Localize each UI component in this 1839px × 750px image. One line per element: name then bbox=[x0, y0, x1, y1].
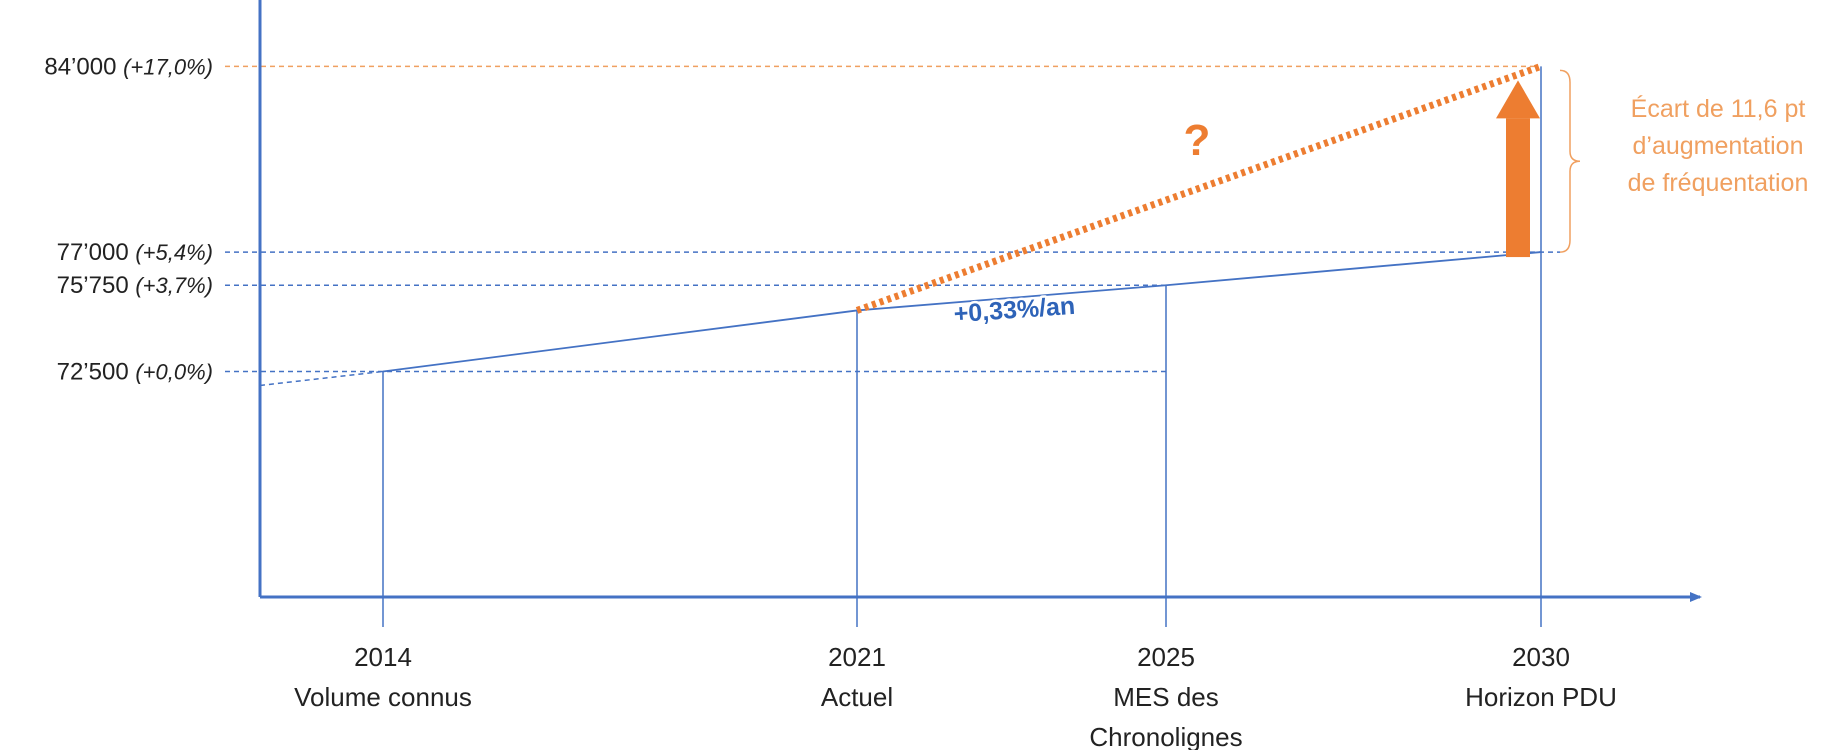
x-tick-line: MES des bbox=[1113, 682, 1219, 712]
y-tick-label: 72’500 (+0,0%) bbox=[57, 358, 213, 385]
y-tick-value: 84’000 bbox=[44, 53, 123, 80]
y-tick-pct: (+3,7%) bbox=[135, 273, 213, 298]
x-tick-line: 2021 bbox=[828, 642, 886, 672]
gap-arrow-head bbox=[1496, 80, 1540, 119]
x-tick-label: 2021 Actuel bbox=[821, 642, 893, 712]
y-tick-pct: (+0,0%) bbox=[135, 359, 213, 384]
x-tick-line: Horizon PDU bbox=[1465, 682, 1617, 712]
x-tick-line: Chronolignes bbox=[1089, 722, 1242, 750]
x-tick-label: 2025 MES des Chronolignes bbox=[1089, 642, 1242, 750]
guide-lines bbox=[225, 65, 1560, 597]
extrapolation-line bbox=[259, 370, 384, 387]
gap-arrow-shaft bbox=[1506, 118, 1530, 258]
gap-annotation-line: de fréquentation bbox=[1628, 169, 1809, 197]
x-tick-line: 2030 bbox=[1512, 642, 1570, 672]
y-tick-pct: (+5,4%) bbox=[135, 240, 213, 265]
x-tick-line: Actuel bbox=[821, 682, 893, 712]
y-tick-pct: (+17,0%) bbox=[123, 54, 213, 79]
growth-rate-label: +0,33%/an bbox=[953, 292, 1076, 328]
x-tick-line: 2014 bbox=[354, 642, 412, 672]
gap-annotation-line: Écart de 11,6 pt bbox=[1631, 94, 1806, 123]
y-tick-value: 72’500 bbox=[57, 358, 136, 385]
x-tick-label: 2014 Volume connus bbox=[294, 642, 472, 712]
series-line bbox=[855, 63, 1543, 314]
y-tick-label: 75’750 (+3,7%) bbox=[57, 272, 213, 299]
gap-annotation: Écart de 11,6 pt d’augmentation de fréquen… bbox=[1628, 94, 1809, 197]
y-tick-value: 75’750 bbox=[57, 272, 136, 299]
x-tick-label: 2030 Horizon PDU bbox=[1465, 642, 1617, 712]
question-mark: ? bbox=[1184, 116, 1211, 165]
y-tick-value: 77’000 bbox=[57, 239, 136, 266]
x-tick-line: Volume connus bbox=[294, 682, 472, 712]
x-tick-line: 2025 bbox=[1137, 642, 1195, 672]
axis-labels: 84’000 (+17,0%) 77’000 (+5,4%) 75’750 (+3,… bbox=[42, 51, 1620, 750]
gap-brace bbox=[1559, 69, 1581, 253]
y-tick-label: 77’000 (+5,4%) bbox=[57, 239, 213, 266]
series-lines bbox=[382, 63, 1543, 373]
series-line bbox=[382, 251, 1542, 373]
axes bbox=[258, 0, 1702, 627]
y-tick-label: 84’000 (+17,0%) bbox=[44, 53, 213, 80]
annotations: Écart de 11,6 pt d’augmentation de fréquen… bbox=[950, 69, 1809, 331]
gap-annotation-line: d’augmentation bbox=[1633, 132, 1804, 160]
